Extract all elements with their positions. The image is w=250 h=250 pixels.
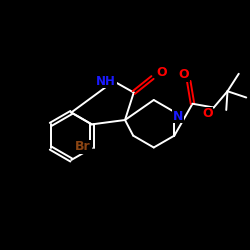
Text: NH: NH: [96, 75, 116, 88]
Text: O: O: [156, 66, 166, 79]
Text: O: O: [178, 68, 189, 82]
Text: Br: Br: [75, 140, 91, 153]
Text: N: N: [173, 110, 183, 123]
Text: O: O: [202, 107, 213, 120]
